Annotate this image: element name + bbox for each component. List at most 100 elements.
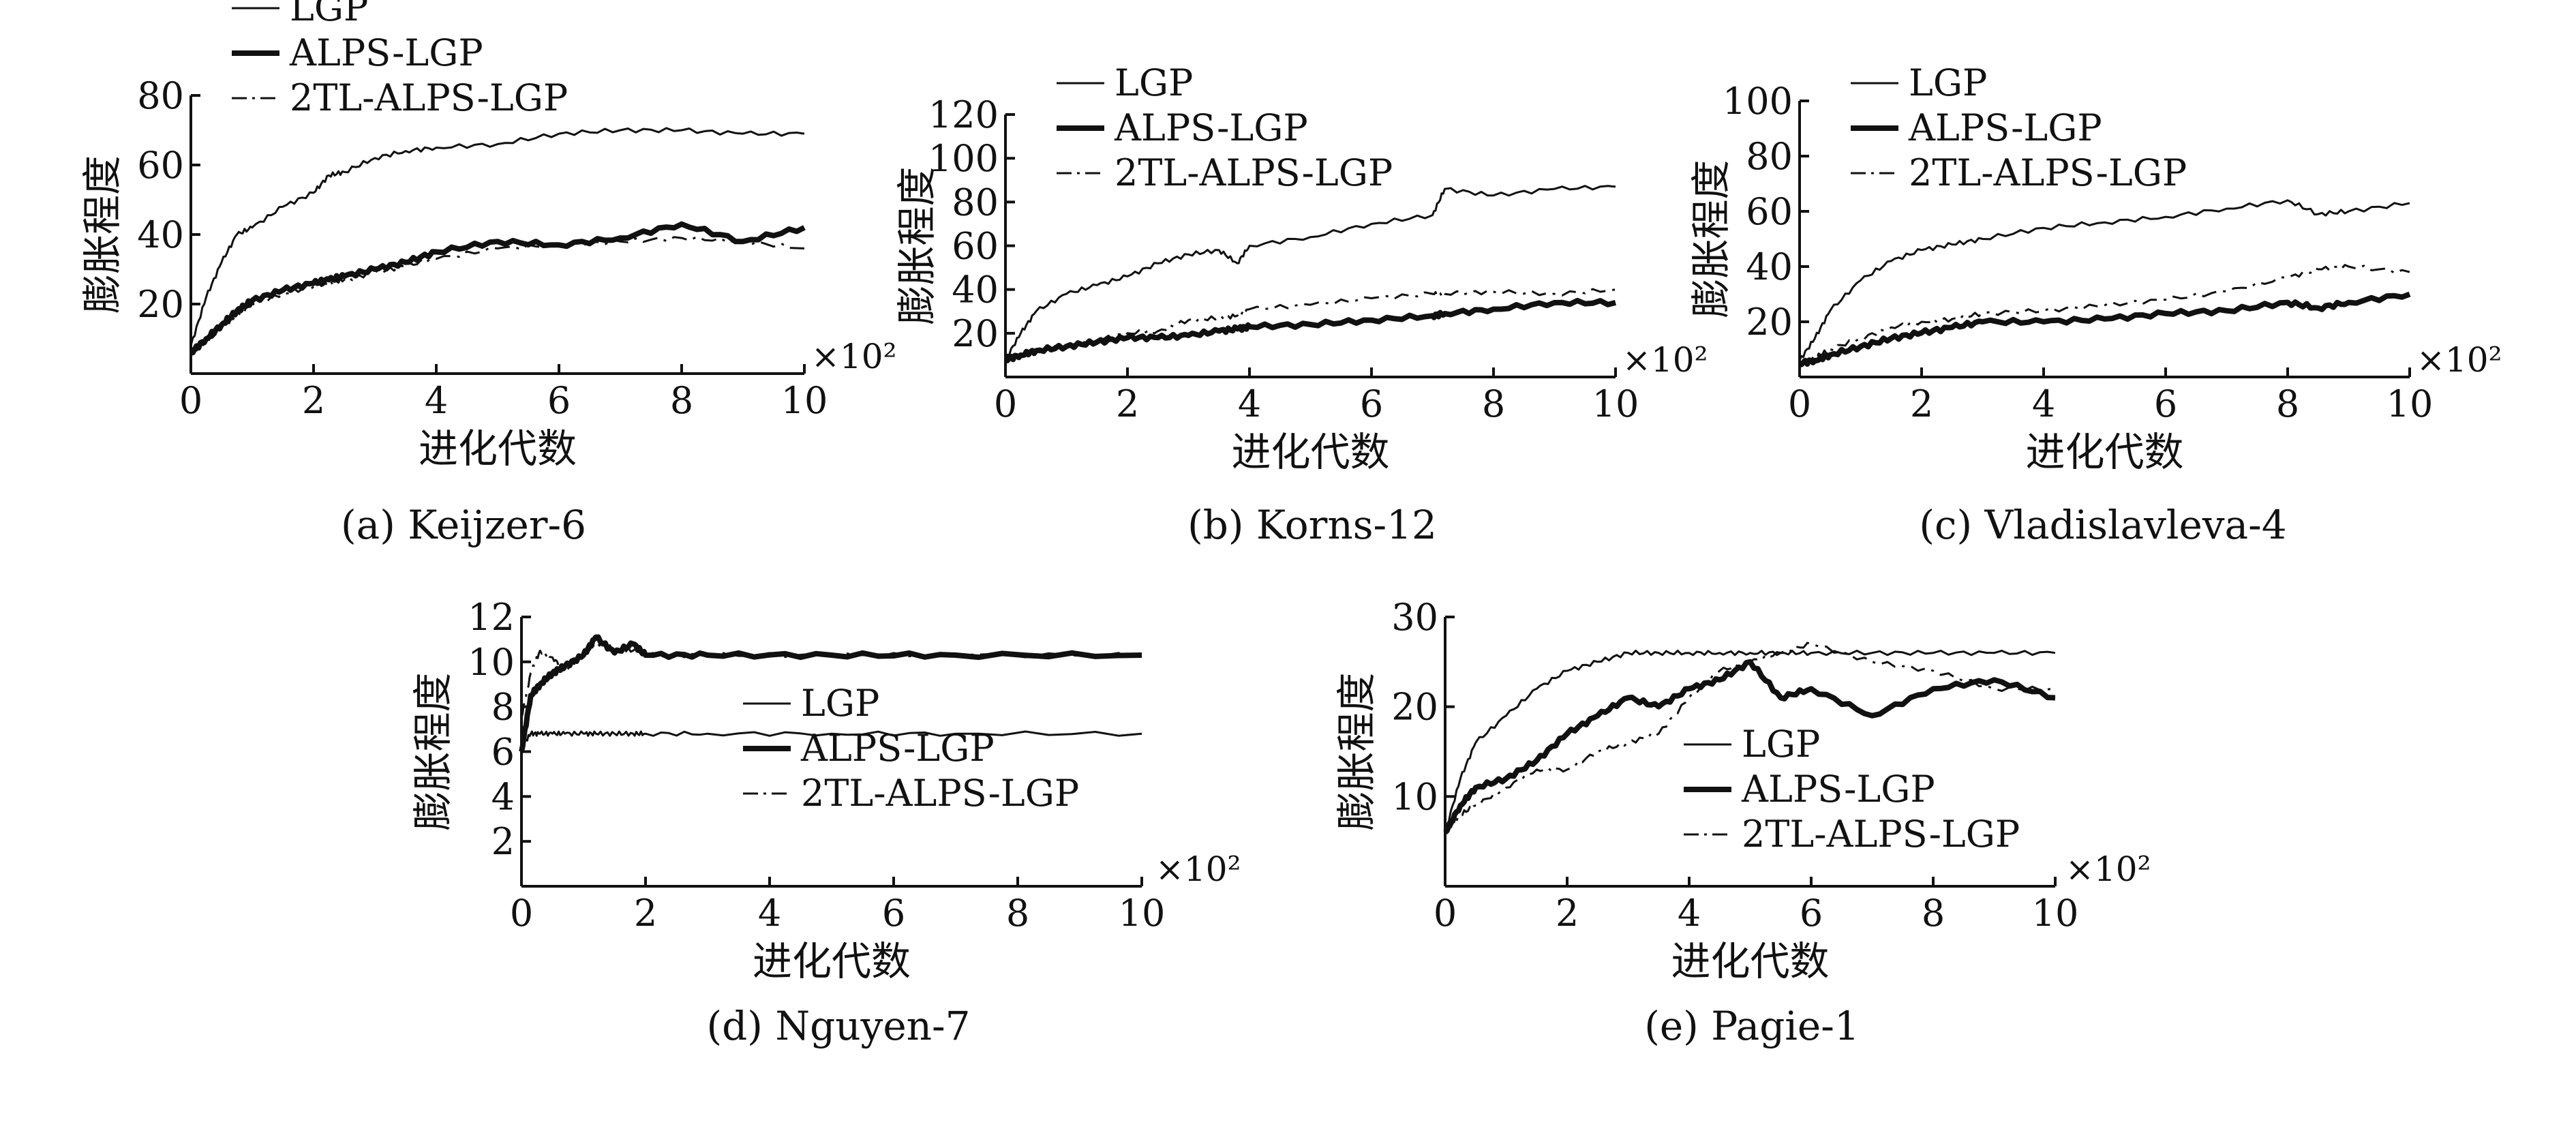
x-tick-label: 8 [1482,382,1505,425]
series-line-2tl-alps-lgp [1005,288,1616,361]
x-tick-label: 10 [2386,382,2434,425]
x-tick-label: 4 [425,379,448,422]
x-tick-label: 2 [1910,382,1933,425]
x-tick-label: 2 [1116,382,1139,425]
legend-label: ALPS-LGP [289,31,483,74]
series-line-2tl-alps-lgp [190,235,805,354]
y-tick-label: 60 [137,144,184,187]
x-tick-label: 4 [1678,892,1701,935]
y-tick-label: 10 [1391,775,1438,818]
y-tick-label: 100 [928,137,999,180]
x-tick-label: 4 [2032,382,2055,425]
y-tick-label: 40 [952,269,999,312]
x-tick-label: 8 [1922,892,1945,935]
y-tick-label: 40 [1746,245,1793,288]
legend-label: 2TL-ALPS-LGP [1742,813,2020,856]
legend-label: LGP [1115,61,1193,104]
series-line-2tl-alps-lgp [1799,264,2410,365]
series-line-2tl-alps-lgp [520,642,1142,719]
x-tick-label: 6 [2154,382,2177,425]
legend-label: LGP [290,0,368,29]
x-tick-label: 0 [994,382,1017,425]
y-axis-label: 膨胀程度 [1688,160,1734,318]
legend-label: LGP [801,682,879,725]
x-multiplier: ×10² [2416,340,2502,380]
legend-label: LGP [1909,61,1987,104]
y-tick-label: 60 [1746,190,1793,233]
legend-label: 2TL-ALPS-LGP [1115,151,1393,194]
series-line-alps-lgp [519,634,1142,753]
chart-panel-5: 0 2 4 6 8 10 10 20 30 ×10² 进化代数 膨胀程度 (e) Pagie-1 LGPA… [1333,596,2151,1049]
series-line-lgp [1444,650,2056,833]
legend-label: 2TL-ALPS-LGP [290,76,568,119]
x-tick-label: 0 [1434,892,1457,935]
legend-label: ALPS-LGP [800,727,995,770]
y-axis-label: 膨胀程度 [894,166,940,325]
x-tick-label: 10 [781,379,828,422]
legend-label: ALPS-LGP [1908,106,2102,149]
x-axis-label: 进化代数 [2025,429,2183,475]
legend-label: ALPS-LGP [1741,768,1935,811]
series-line-alps-lgp [1004,297,1617,363]
y-tick-label: 4 [491,775,515,818]
legend-label: 2TL-ALPS-LGP [1909,151,2187,194]
x-tick-label: 0 [1788,382,1811,425]
y-tick-label: 6 [491,731,515,774]
x-tick-label: 8 [2276,382,2299,425]
x-tick-label: 10 [1119,892,1166,935]
series-line-lgp [1798,199,2410,361]
y-tick-label: 80 [1746,135,1793,178]
y-tick-label: 12 [468,596,515,639]
chart-panel-1: 0 2 4 6 8 10 20 40 60 80 ×10² 进化代数 膨胀程度 (a) Keijzer-6… [79,0,897,548]
chart-panel-3: 0 2 4 6 8 10 20 40 60 80 100 ×10² 进化代数 膨胀程度 (c) Vladis… [1688,61,2502,548]
x-multiplier: ×10² [811,337,897,376]
series-line-alps-lgp [190,221,806,356]
chart-caption: (b) Korns-12 [1187,502,1437,548]
y-tick-label: 8 [491,686,515,729]
y-tick-label: 2 [491,820,515,863]
x-tick-label: 6 [882,892,905,935]
x-axis-label: 进化代数 [1671,938,1829,984]
y-tick-label: 80 [137,74,184,117]
chart-caption: (e) Pagie-1 [1644,1003,1860,1049]
y-tick-label: 80 [952,181,999,224]
chart-caption: (d) Nguyen-7 [707,1003,971,1049]
x-tick-label: 10 [2032,892,2079,935]
y-tick-label: 20 [137,283,184,326]
y-tick-label: 100 [1723,80,1793,123]
y-tick-label: 120 [928,93,999,136]
x-tick-label: 2 [1556,892,1579,935]
series-line-lgp [190,127,805,346]
chart-caption: (c) Vladislavleva-4 [1919,502,2286,548]
y-tick-label: 40 [137,213,184,256]
legend-label: LGP [1742,723,1820,766]
x-tick-label: 10 [1592,382,1639,425]
x-tick-label: 4 [1238,382,1261,425]
x-tick-label: 8 [1006,892,1029,935]
x-multiplier: ×10² [1155,849,1241,889]
x-tick-label: 6 [1800,892,1823,935]
y-tick-label: 10 [468,641,515,684]
y-tick-label: 20 [1391,686,1438,729]
x-multiplier: ×10² [1622,340,1708,380]
legend-label: 2TL-ALPS-LGP [801,772,1079,815]
series-line-alps-lgp [1798,291,2411,367]
x-tick-label: 6 [547,379,571,422]
series-line-2tl-alps-lgp [1444,642,2056,834]
chart-caption: (a) Keijzer-6 [341,502,586,548]
x-tick-label: 0 [510,892,533,935]
x-axis-label: 进化代数 [753,938,911,984]
y-axis-label: 膨胀程度 [410,672,456,830]
x-tick-label: 2 [302,379,325,422]
x-multiplier: ×10² [2065,849,2151,889]
x-axis-label: 进化代数 [419,425,577,472]
legend-label: ALPS-LGP [1114,106,1308,149]
